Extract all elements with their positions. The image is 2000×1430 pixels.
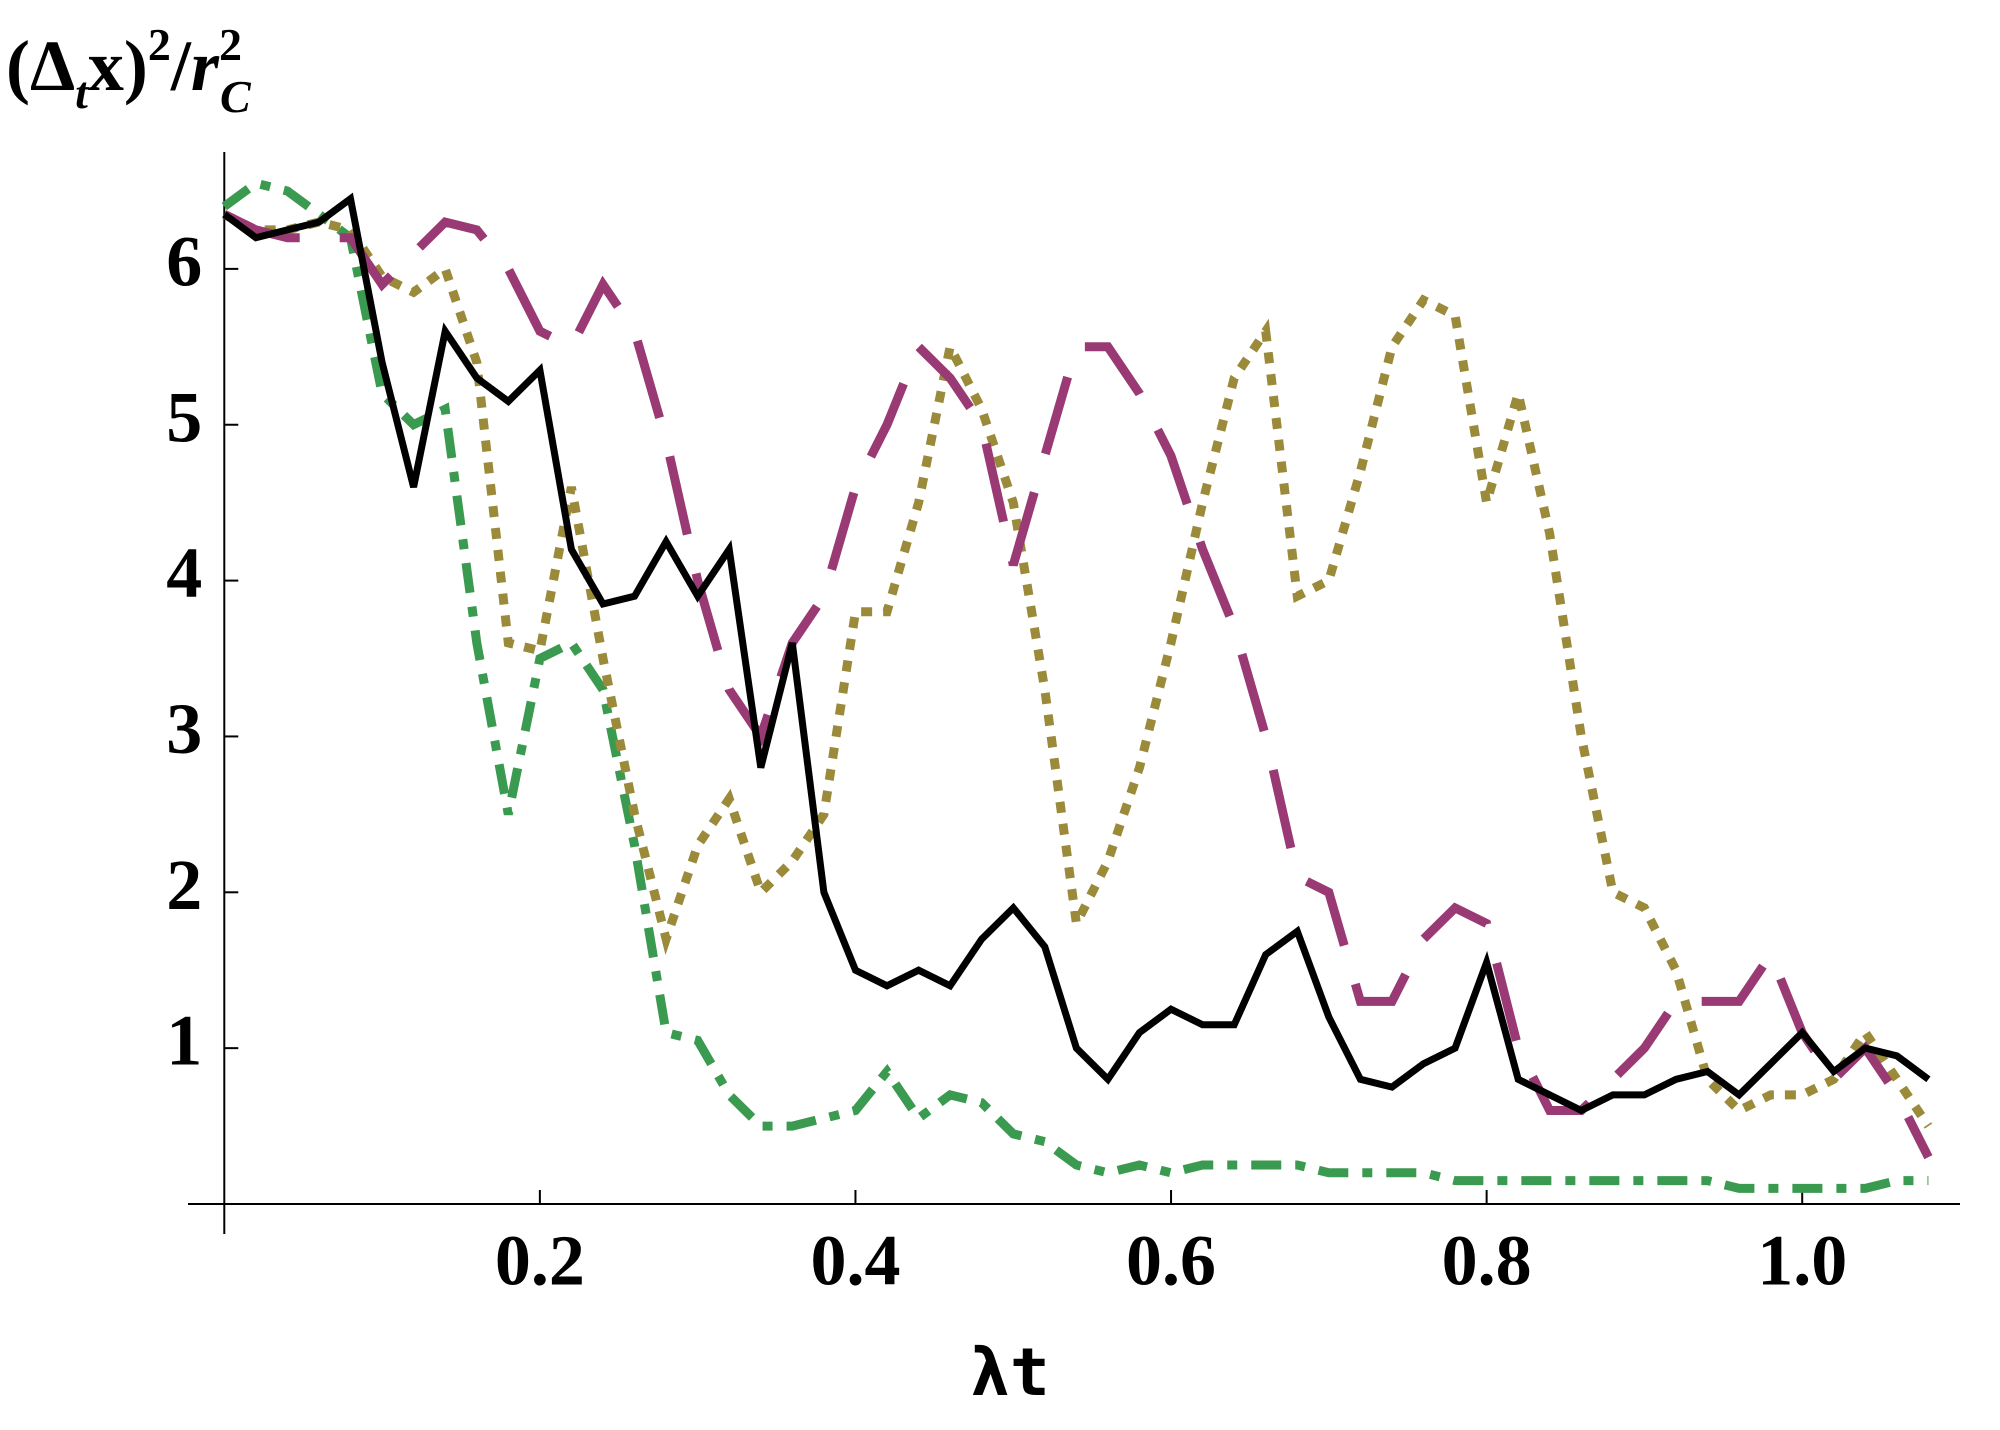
y-label-part: / [170, 26, 192, 106]
y-tick-label: 1 [166, 1001, 202, 1081]
series-line [222, 210, 1933, 1160]
y-axis-label: (Δtx)2/r2 C [6, 19, 252, 122]
y-label-part: C [220, 71, 252, 122]
series-line [222, 210, 1933, 1129]
y-tick-label: 6 [166, 221, 202, 301]
x-tick-label: 0.2 [495, 1221, 585, 1301]
x-tick-label: 1.0 [1757, 1221, 1847, 1301]
y-label-part: t [75, 67, 89, 118]
y-label-part: 2 [148, 19, 171, 70]
series-line [221, 178, 1929, 1193]
x-axis-label: λt [970, 1334, 1049, 1411]
y-tick-label: 4 [166, 533, 202, 613]
y-tick-label: 2 [166, 845, 202, 925]
y-tick-label: 5 [166, 377, 202, 457]
x-tick-label: 0.6 [1126, 1221, 1216, 1301]
y-label-part: 2 [219, 19, 242, 70]
y-label-part: (Δ [6, 26, 75, 106]
series-line [222, 192, 1931, 1115]
y-tick-label: 3 [166, 689, 202, 769]
y-label-part: r [191, 26, 220, 106]
x-tick-label: 0.8 [1442, 1221, 1532, 1301]
y-label-part: x) [88, 26, 148, 106]
x-tick-label: 0.4 [810, 1221, 900, 1301]
